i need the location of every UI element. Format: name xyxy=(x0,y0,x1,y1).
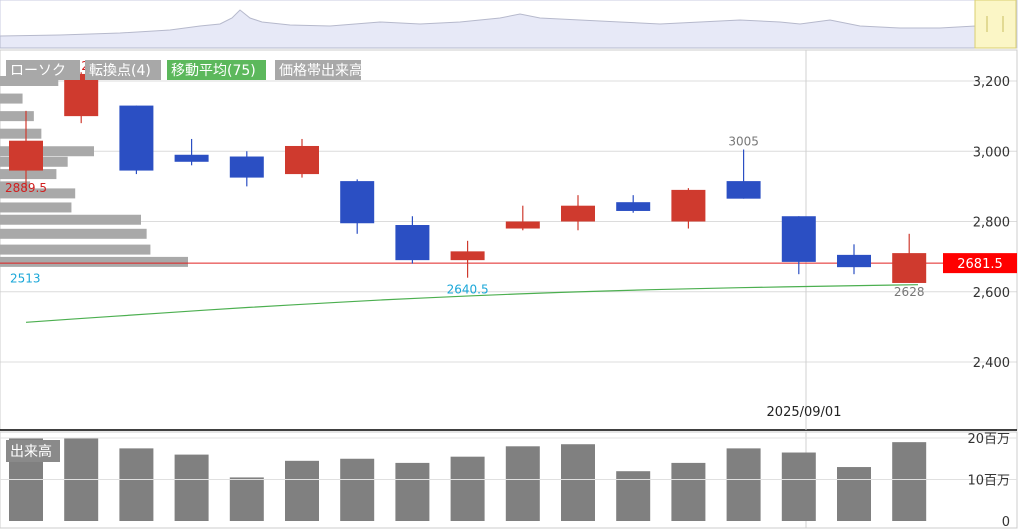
volume-profile-bar xyxy=(0,214,141,225)
candles-toggle-label: ローソク xyxy=(10,63,66,79)
volume-profile-bar xyxy=(0,93,23,104)
candle-body xyxy=(616,202,651,211)
navigator-series-area xyxy=(0,9,976,49)
volume-bar xyxy=(561,444,595,521)
volume-tick-label: 0 xyxy=(1002,515,1010,530)
volume-profile-bar xyxy=(0,111,34,122)
candle-body xyxy=(781,216,816,262)
toolbar: ローソク 転換点(4) 移動平均(75) 価格帯出来高 xyxy=(6,60,363,80)
volume-title-badge: 出来高 xyxy=(6,440,60,462)
volume-bar xyxy=(229,477,264,521)
candle-body xyxy=(285,145,319,175)
candle-body xyxy=(892,253,927,283)
volume-profile xyxy=(0,76,188,267)
candle-body xyxy=(9,140,43,171)
candles xyxy=(9,72,927,283)
price-tick-label: 2,400 xyxy=(973,356,1010,371)
volume-bar xyxy=(837,467,871,521)
volume-bar xyxy=(119,448,154,521)
volume-tick-label: 20百万 xyxy=(967,432,1010,447)
current-price-value: 2681.5 xyxy=(957,257,1003,272)
volume-profile-bar xyxy=(0,128,42,139)
volume-profile-bar xyxy=(0,256,188,267)
price-tick-label: 3,200 xyxy=(973,75,1010,90)
volume-profile-toggle[interactable]: 価格帯出来高 xyxy=(275,60,363,80)
volume-bar xyxy=(174,454,209,521)
volume-profile-bar xyxy=(0,76,59,86)
volume-tick-label: 10百万 xyxy=(967,474,1010,489)
moving-average-toggle[interactable]: 移動平均(75) xyxy=(167,60,266,80)
volume-bar xyxy=(671,462,706,521)
candle-body xyxy=(726,181,761,199)
volume-axis: 0 10百万 20百万 xyxy=(0,432,1017,530)
candle-body xyxy=(505,221,540,229)
current-price-badge: 2681.5 xyxy=(943,253,1017,274)
navigator[interactable] xyxy=(0,0,1018,49)
price-tick-label: 2,600 xyxy=(973,286,1010,301)
reversal-toggle-label: 転換点(4) xyxy=(89,63,151,79)
date-label: 2025/09/01 xyxy=(767,405,842,420)
volume-profile-toggle-label: 価格帯出来高 xyxy=(279,62,363,79)
annotation-low-mid: 2640.5 xyxy=(447,283,489,297)
volume-bar xyxy=(781,452,816,521)
volume-bar xyxy=(505,446,540,521)
moving-average-toggle-label: 移動平均(75) xyxy=(171,63,256,79)
annotation-low-right: 2628 xyxy=(894,285,925,299)
volume-profile-bar xyxy=(0,181,31,192)
candle-body xyxy=(119,105,154,171)
reversal-toggle[interactable]: 転換点(4) xyxy=(85,60,161,80)
candle-body xyxy=(174,154,209,162)
price-tick-label: 2,800 xyxy=(973,216,1010,231)
volume-bar xyxy=(450,456,485,521)
volume-profile-bar xyxy=(0,228,147,239)
volume-profile-bar xyxy=(0,202,72,213)
candle-body xyxy=(561,205,595,222)
volume-profile-bar xyxy=(0,188,76,199)
price-tick-label: 3,000 xyxy=(973,145,1010,160)
candle-body xyxy=(229,156,264,178)
volume-bar xyxy=(340,458,375,521)
volume-bar xyxy=(892,442,927,521)
annotation-ma-start: 2513 xyxy=(10,271,41,285)
moving-average-line xyxy=(25,284,919,323)
volume-bar xyxy=(285,460,319,521)
volume-profile-bar xyxy=(0,169,57,180)
volume-bar xyxy=(395,462,430,521)
candle-body xyxy=(671,189,706,222)
navigator-range-selector[interactable] xyxy=(974,0,1017,49)
volume-profile-bar xyxy=(0,146,94,157)
price-axis: 2,400 2,600 2,800 3,000 3,200 xyxy=(973,75,1010,371)
annotation-peak: 3005 xyxy=(728,134,759,148)
volume-title: 出来高 xyxy=(10,443,52,460)
volume-profile-bar xyxy=(0,244,151,255)
candle-body xyxy=(837,254,871,268)
candle-body xyxy=(450,251,485,261)
volume-bars xyxy=(9,438,927,521)
candle-body xyxy=(64,73,99,117)
candle-body xyxy=(395,225,430,261)
volume-bar xyxy=(616,471,651,521)
price-grid xyxy=(0,80,1017,363)
volume-bar xyxy=(726,448,761,521)
candle-body xyxy=(340,181,375,224)
annotation-low-left: 2889.5 xyxy=(5,181,47,195)
candles-toggle[interactable]: ローソク xyxy=(6,60,80,80)
